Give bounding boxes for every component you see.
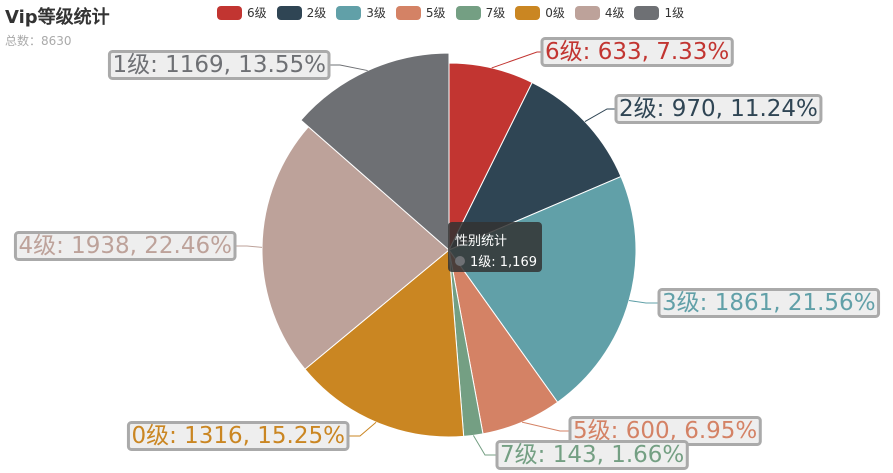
label-connector-6 — [235, 245, 263, 248]
legend-label: 3级 — [366, 6, 386, 20]
legend-item-7[interactable]: 1级 — [634, 4, 684, 21]
legend-item-6[interactable]: 4级 — [574, 4, 625, 21]
legend-swatch — [515, 5, 541, 20]
slice-label-1: 2级: 970, 11.24% — [614, 94, 823, 124]
legend-label: 5级 — [425, 6, 446, 20]
slice-label-text-2: 3级: 1861, 21.56% — [662, 290, 876, 316]
legend-swatch — [634, 5, 660, 20]
slice-label-text-4: 7级: 143, 1.66% — [500, 442, 684, 468]
legend-swatch — [574, 5, 600, 20]
slice-label-6: 4级: 1938, 22.46% — [13, 231, 237, 261]
label-connector-1 — [584, 108, 616, 123]
slice-label-5: 0级: 1316, 15.25% — [126, 421, 350, 451]
label-connector-3 — [521, 421, 570, 432]
slice-label-text-6: 4级: 1938, 22.46% — [18, 233, 232, 259]
legend-label: 1级 — [664, 6, 685, 20]
tooltip: 性别统计 1级: 1,169 — [448, 222, 542, 272]
legend-label: 2级 — [306, 6, 327, 20]
slice-label-text-5: 0级: 1316, 15.25% — [131, 423, 345, 449]
slice-label-7: 1级: 1169, 13.55% — [107, 50, 331, 80]
pie-slice-7[interactable] — [300, 52, 450, 252]
pie-slice-1[interactable] — [447, 81, 622, 251]
chart-title: Vip等级统计 — [5, 7, 110, 28]
legend-label: 4级 — [604, 6, 625, 20]
legend-item-5[interactable]: 0级 — [515, 4, 565, 21]
legend-item-1[interactable]: 2级 — [276, 4, 327, 21]
pie-slice-6[interactable] — [261, 126, 450, 370]
tooltip-row: 1级: 1,169 — [455, 251, 537, 270]
tooltip-value: 1级: 1,169 — [470, 255, 537, 270]
slice-label-text-1: 2级: 970, 11.24% — [619, 96, 818, 122]
slice-label-2: 3级: 1861, 21.56% — [657, 288, 881, 318]
tooltip-title: 性别统计 — [455, 234, 508, 249]
slice-label-0: 6级: 633, 7.33% — [540, 37, 734, 67]
legend-swatch — [276, 5, 302, 20]
label-connector-2 — [628, 300, 659, 304]
legend-swatch — [217, 5, 242, 20]
legend-item-2[interactable]: 3级 — [336, 4, 386, 21]
legend-label: 6级 — [247, 6, 267, 20]
legend-swatch — [455, 5, 481, 20]
slice-label-4: 7级: 143, 1.66% — [495, 440, 689, 470]
slice-label-text-7: 1级: 1169, 13.55% — [112, 52, 326, 78]
chart-legend: 6级 2级 3级 5级 7级 0级 4级 1级 — [217, 4, 684, 21]
label-connector-4 — [472, 435, 497, 456]
legend-item-3[interactable]: 5级 — [395, 4, 446, 21]
slice-label-3: 5级: 600, 6.95% — [568, 416, 762, 446]
slice-label-text-3: 5级: 600, 6.95% — [573, 418, 757, 444]
legend-item-4[interactable]: 7级 — [455, 4, 506, 21]
label-connector-7 — [329, 64, 368, 72]
label-connector-0 — [491, 51, 542, 69]
legend-swatch — [395, 5, 421, 20]
legend-item-0[interactable]: 6级 — [217, 4, 267, 21]
tooltip-series-marker — [455, 255, 465, 266]
legend-label: 0级 — [545, 6, 565, 20]
chart-subtitle: 总数：8630 — [5, 34, 72, 48]
slice-label-text-0: 6级: 633, 7.33% — [545, 39, 729, 65]
legend-swatch — [336, 5, 362, 20]
label-connector-5 — [348, 421, 377, 437]
legend-label: 7级 — [485, 6, 506, 20]
